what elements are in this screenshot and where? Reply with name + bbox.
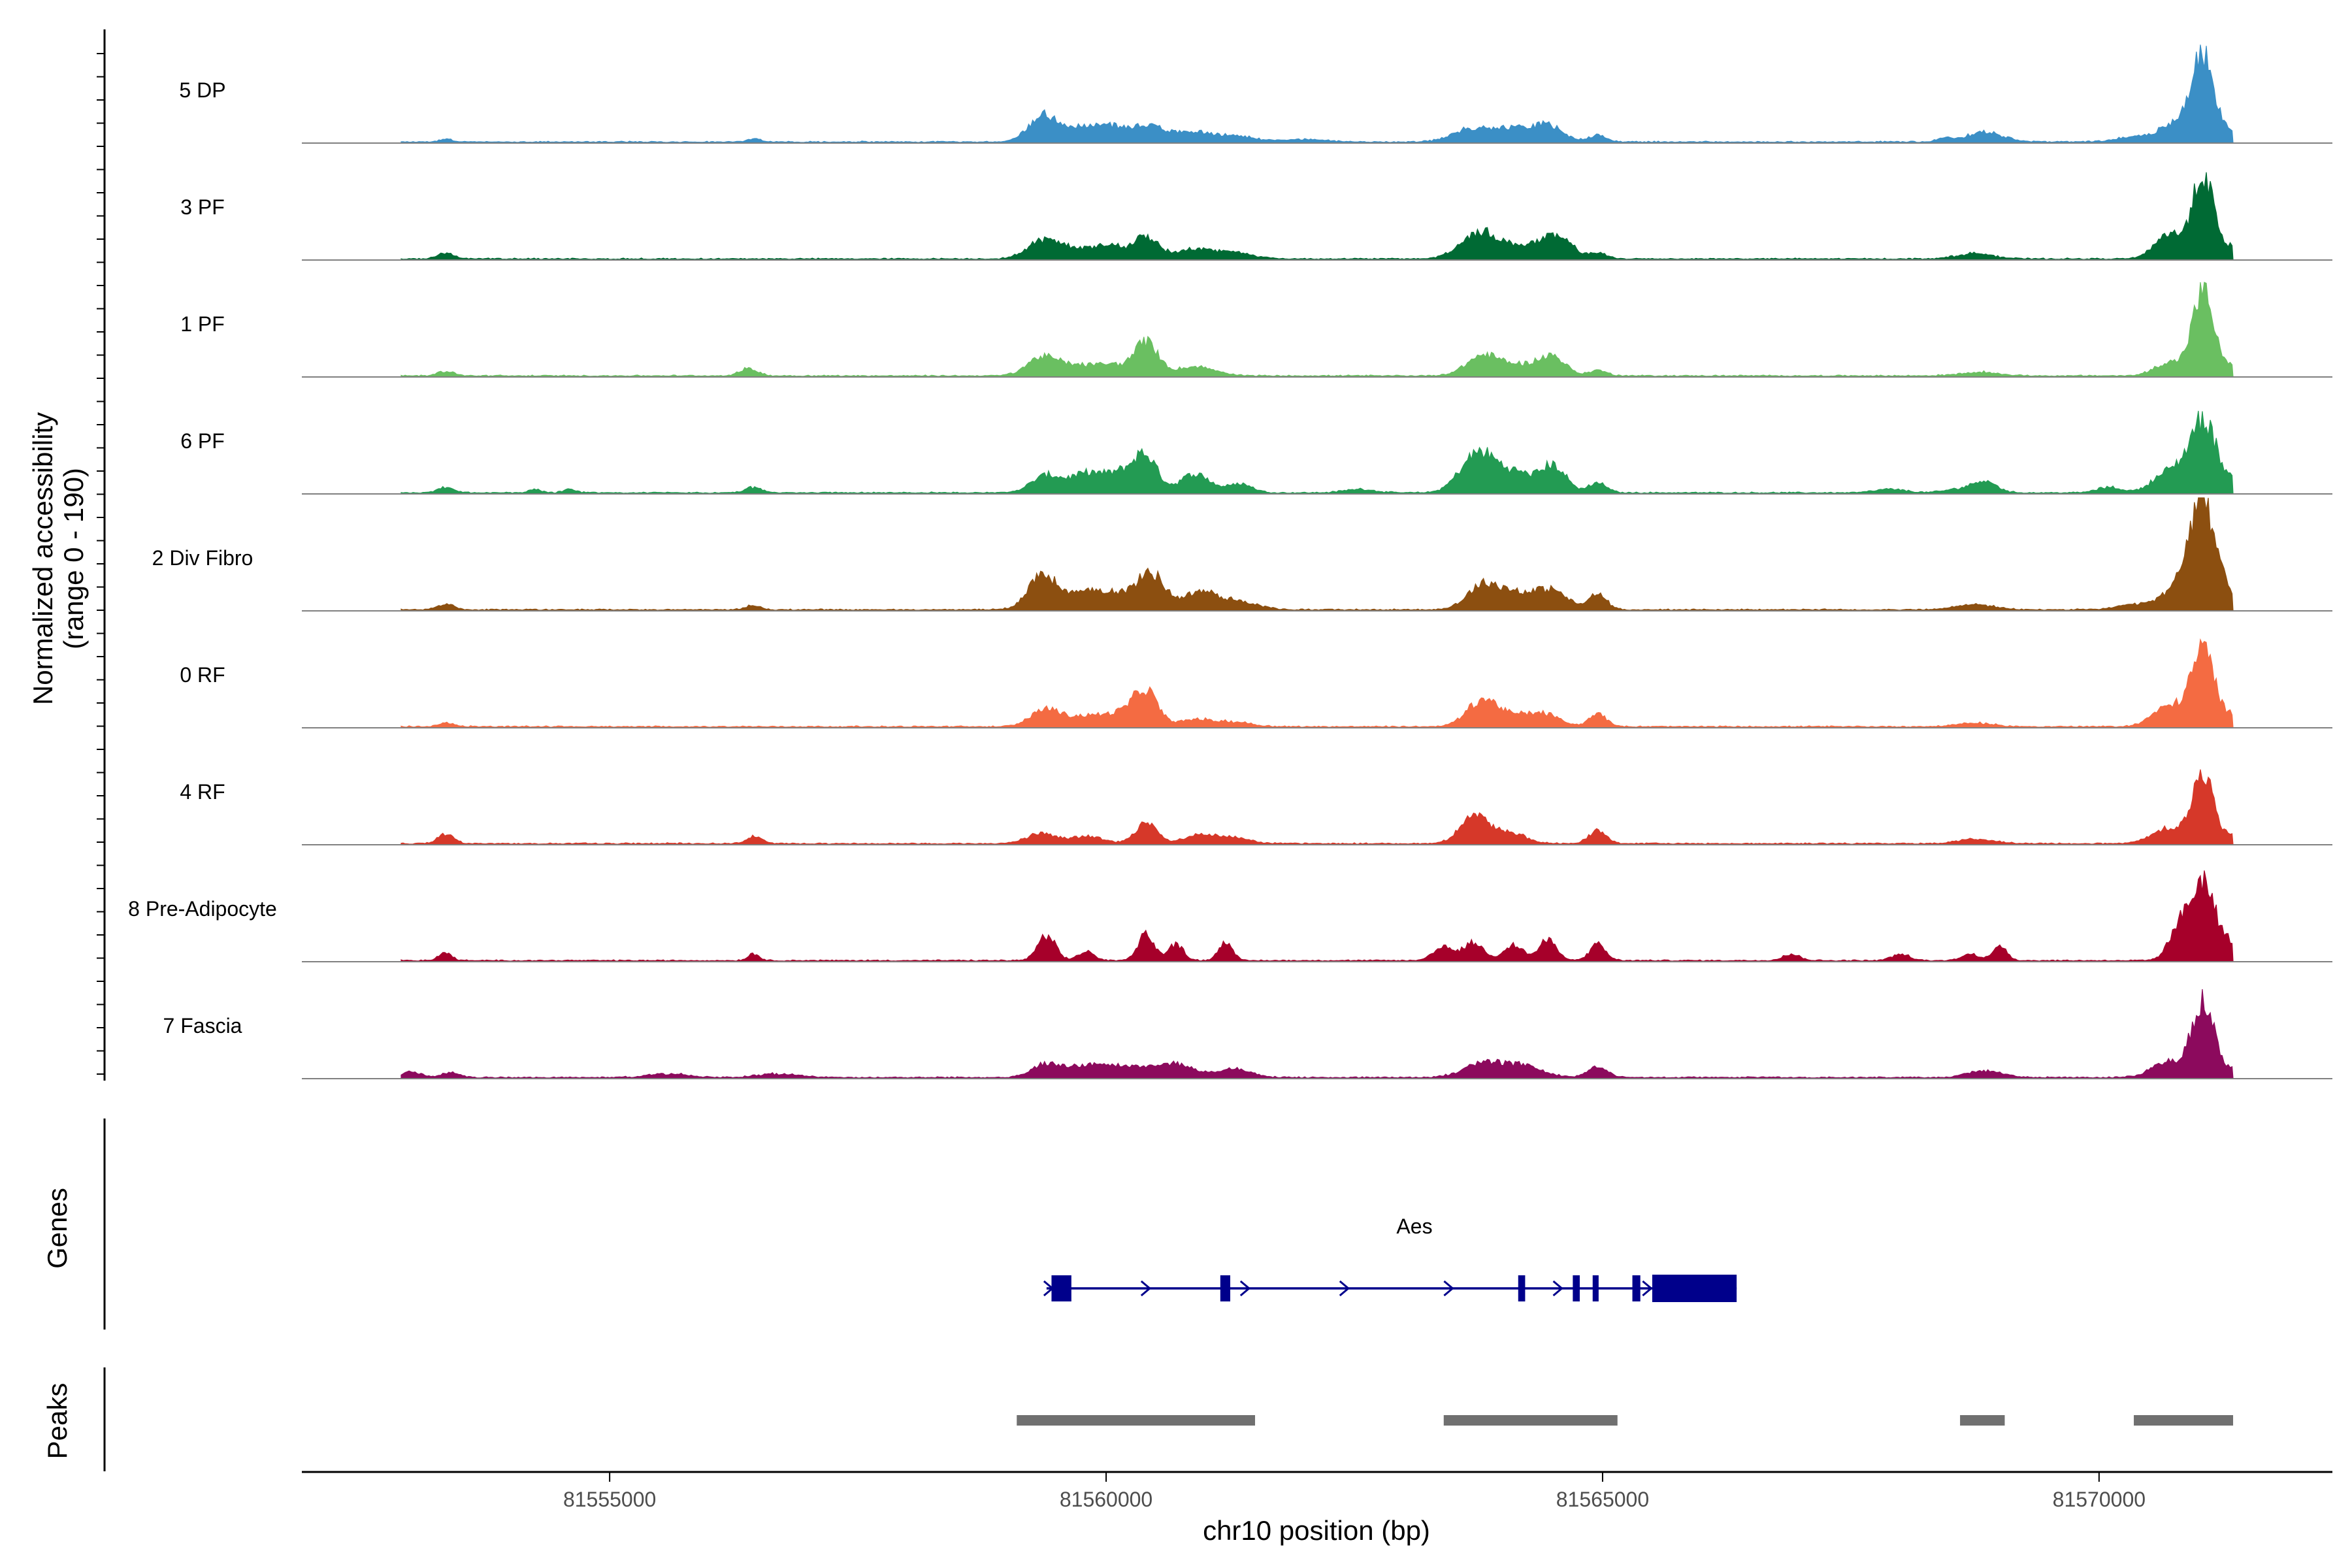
x-tick-label: 81570000 [2053,1488,2146,1511]
x-tick-label: 81565000 [1556,1488,1649,1511]
coverage-tracks: 5 DP 3 PF 1 PF 6 PF 2 Div Fibro 0 RF 4 RF 8 Pre… [128,44,2332,1079]
x-axis-title: chr10 position (bp) [1203,1515,1430,1546]
peak-region [2134,1415,2234,1426]
coverage-area [400,282,2234,378]
track-1-pf: 1 PF [180,282,2332,378]
track-7-fascia: 7 Fascia [163,988,2332,1079]
track-label: 5 DP [179,78,225,102]
peaks-track [1017,1415,2234,1426]
coverage-area [400,44,2234,144]
peak-region [1443,1415,1618,1426]
gene-exon [1592,1275,1599,1301]
strand-arrow [1552,1280,1563,1297]
peaks-track-label: Peaks [42,1383,73,1460]
track-label: 0 RF [180,663,225,687]
gene-track: Aes [1043,1215,1737,1302]
track-8-pre-adipocyte: 8 Pre-Adipocyte [128,870,2332,962]
x-tick-label: 81560000 [1060,1488,1152,1511]
coverage-area [400,497,2234,612]
y-axis-label: Normalized accessibility [27,412,58,705]
gene-name-label: Aes [1396,1215,1432,1238]
peak-region [1017,1415,1256,1426]
peak-region [1960,1415,2005,1426]
coverage-area [400,410,2234,495]
strand-arrow [1339,1280,1350,1297]
strand-arrow [1642,1280,1653,1297]
gene-track-label: Genes [42,1188,73,1269]
strand-arrow [1443,1280,1454,1297]
gene-exon [1652,1275,1737,1302]
track-0-rf: 0 RF [180,638,2332,728]
track-4-rf: 4 RF [180,769,2332,845]
track-label: 6 PF [180,429,225,453]
coverage-area [400,638,2234,728]
coverage-area [400,172,2234,261]
track-label: 8 Pre-Adipocyte [128,897,277,921]
coverage-area [400,870,2234,962]
gene-exon [1220,1275,1231,1301]
track-label: 7 Fascia [163,1014,242,1037]
gene-exon [1051,1275,1071,1301]
track-5-dp: 5 DP [179,44,2332,144]
track-2-div-fibro: 2 Div Fibro [152,497,2332,612]
track-6-pf: 6 PF [180,410,2332,495]
axes: 81555000 81560000 81565000 81570000 [97,29,2332,1511]
track-label: 4 RF [180,780,225,804]
gene-exon [1518,1275,1526,1301]
y-axis-label-range: (range 0 - 190) [58,468,89,649]
track-3-pf: 3 PF [180,172,2332,261]
strand-arrow [1239,1280,1251,1297]
coverage-area [400,988,2234,1079]
gene-exon [1573,1275,1580,1301]
gene-exon [1632,1275,1641,1301]
track-label: 3 PF [180,195,225,219]
track-label: 2 Div Fibro [152,546,253,570]
track-label: 1 PF [180,312,225,336]
x-tick-label: 81555000 [563,1488,656,1511]
coverage-area [400,769,2234,845]
strand-arrow [1140,1280,1152,1297]
